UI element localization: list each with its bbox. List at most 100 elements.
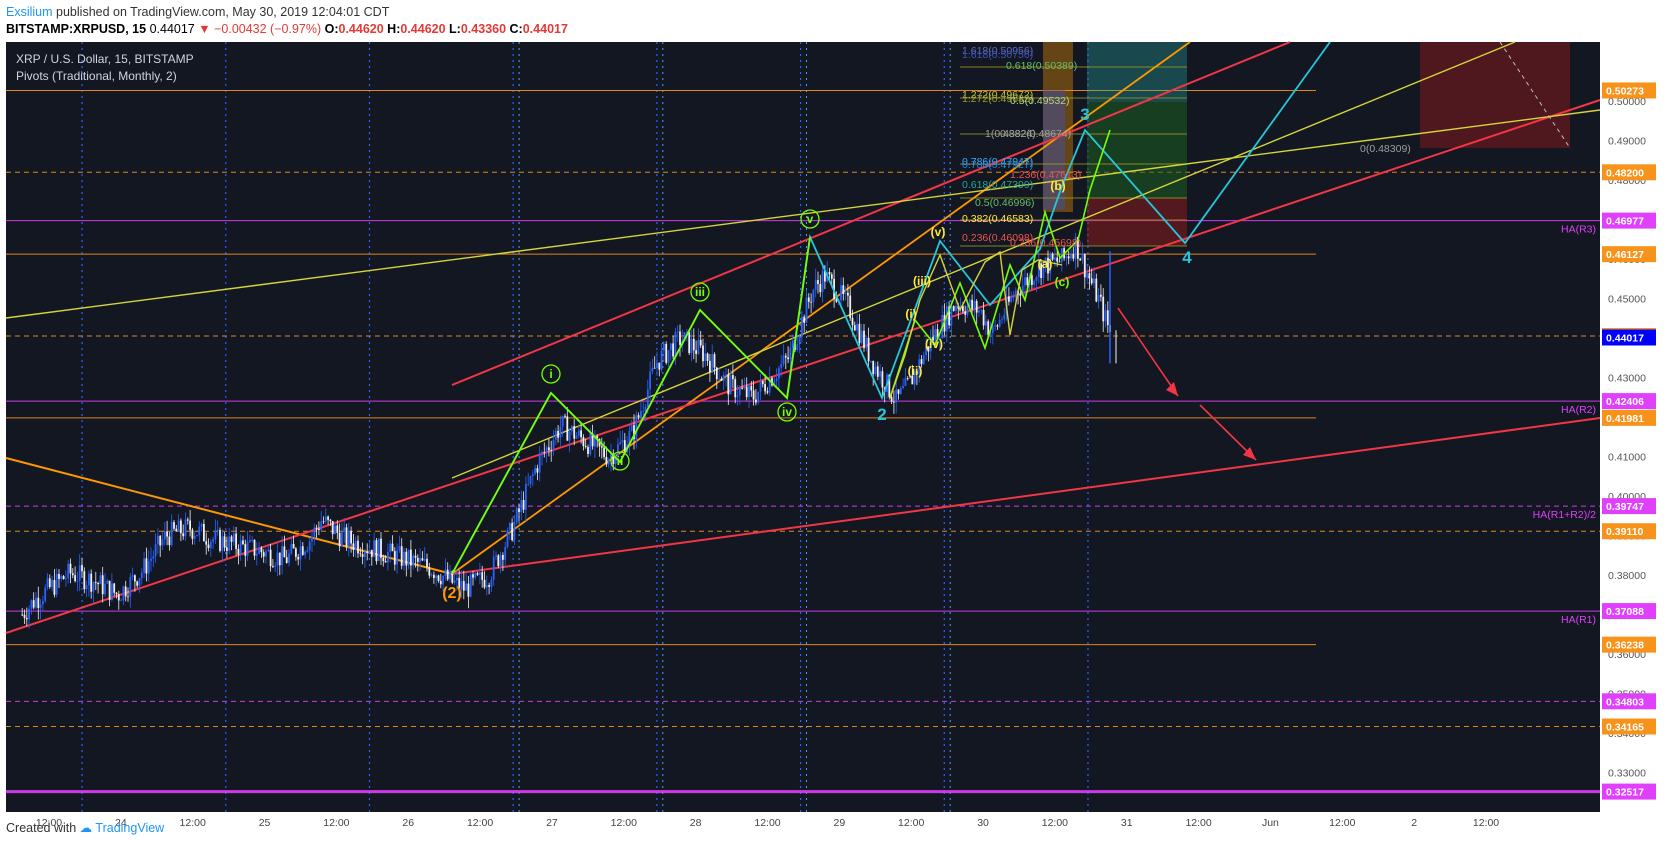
candle-body [778,368,780,379]
candle-body [301,546,304,555]
footer: Created with ☁ TradingView [6,820,164,835]
candle-body [180,520,182,534]
candle-body [205,541,208,545]
candle-body [377,538,380,562]
x-tick-label: 12:00 [1042,817,1068,829]
candle-body [559,426,562,438]
candle-body [350,530,352,544]
candle-body [520,500,523,513]
author-link[interactable]: Exsilium [6,5,53,19]
candle-body [782,355,785,364]
candle-body [23,614,26,618]
candle-body [196,535,198,537]
candle-body [991,326,994,333]
candle-body [801,316,803,337]
price-badge [1602,693,1656,710]
candle-body [182,533,185,537]
candle-body [653,367,656,369]
candle-body [230,536,233,542]
cyan-wave-path [451,41,1331,575]
candle-body [462,581,465,591]
candle-body [359,553,362,555]
x-tick-label: 12:00 [1329,817,1355,829]
candle-body [111,583,113,600]
candle-body [600,446,603,448]
candle-body [920,359,923,365]
price-badge [1602,523,1656,540]
candle-body [62,576,65,580]
candle-body [442,576,444,585]
chart-plot-area[interactable] [6,42,1600,813]
candle-body [548,447,550,451]
candle-body [628,430,631,445]
candle-body [614,455,617,464]
candle-body [488,585,490,587]
candle-body [695,350,697,354]
candle-body [842,285,845,294]
fib-zone-orange [1043,42,1073,212]
tradingview-link[interactable]: TradingView [95,821,165,835]
candle-body [421,558,424,561]
candle-body [235,533,237,549]
candle-body [998,320,1001,327]
candle-body [267,549,270,552]
candle-body [343,527,346,532]
candle-body [318,528,320,530]
yellow-fan-line [451,41,1516,479]
candle-body [830,274,833,279]
candle-body [1058,261,1061,263]
candle-body [580,430,582,438]
candle-body [527,483,530,485]
candle-body [30,600,33,609]
candle-body [828,271,831,275]
candle-body [78,565,81,581]
candle-body [987,321,990,335]
candle-body [819,284,822,293]
candle-body [814,280,817,291]
wave-label: (a) [1038,257,1053,271]
candle-body [439,580,442,585]
candle-body [750,385,753,391]
chart-header: Exsilium published on TradingView.com, M… [0,0,1668,42]
candle-body [251,539,254,541]
candle-body [702,345,704,362]
candle-body [150,558,152,562]
high-label: H: [387,22,401,36]
candle-body [48,578,51,588]
candle-body [508,523,511,531]
price-badge [1602,82,1656,99]
candle-body [506,530,509,547]
candle-body [338,532,341,547]
fib-label: 1.272(0.49632) [962,93,1033,105]
candle-body [331,520,334,535]
candle-body [131,575,134,577]
candle-body [106,580,109,584]
candle-body [428,567,431,576]
candle-body [971,299,973,310]
candle-body [773,380,776,386]
x-tick-label: 30 [977,817,989,829]
candle-body [1106,310,1109,326]
candle-body [784,355,787,358]
candle-body [704,353,707,362]
candle-body [619,442,622,445]
candle-body [994,325,996,327]
candle-body [74,575,76,581]
candle-body [226,547,228,551]
candle-body [996,325,999,327]
candle-body [610,454,612,460]
candle-body [451,571,454,583]
candle-body [621,440,624,443]
candle-body [223,536,226,548]
candle-body [697,339,700,354]
candle-body [649,371,651,390]
candle-body [738,387,741,396]
candle-body [955,305,957,311]
candle-body [978,310,980,313]
y-tick-label: 0.41000 [1608,452,1646,464]
candle-body [715,367,718,380]
price-badge-text: 0.42406 [1606,396,1644,408]
candle-body [1090,278,1093,284]
y-tick-label: 0.50000 [1608,96,1646,108]
